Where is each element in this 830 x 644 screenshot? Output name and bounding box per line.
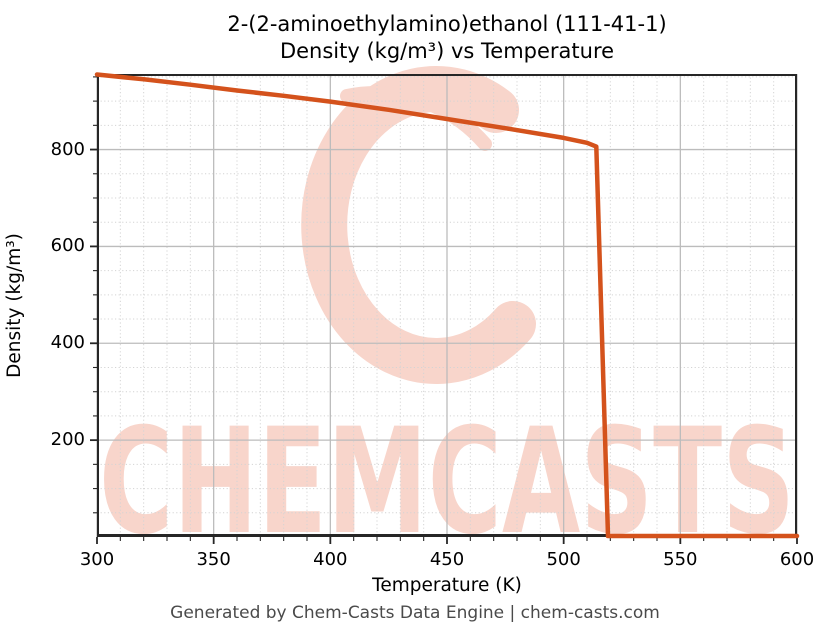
y-tick-label: 200 bbox=[50, 429, 85, 451]
x-tick-label: 400 bbox=[313, 549, 348, 570]
x-tick-label: 300 bbox=[79, 549, 115, 570]
x-tick-label: 350 bbox=[196, 549, 231, 570]
y-tick-label: 600 bbox=[50, 235, 85, 257]
plot-area: CHEMCASTS bbox=[90, 66, 800, 567]
chart-title-line1: 2-(2-aminoethylamino)ethanol (111-41-1) bbox=[227, 12, 667, 36]
x-tick-label: 600 bbox=[779, 549, 815, 570]
density-curve bbox=[94, 72, 800, 539]
chemcasts-logo-icon bbox=[301, 66, 536, 384]
plot-canvas: CHEMCASTS bbox=[90, 66, 800, 567]
y-tick-label: 800 bbox=[50, 138, 85, 160]
x-axis-label: Temperature (K) bbox=[372, 575, 522, 596]
x-tick-label: 550 bbox=[663, 549, 698, 570]
chart-title-line2: Density (kg/m³) vs Temperature bbox=[279, 39, 615, 63]
y-tick-label: 400 bbox=[50, 332, 85, 354]
chart-title: 2-(2-aminoethylamino)ethanol (111-41-1) … bbox=[97, 11, 797, 65]
x-tick-label: 500 bbox=[546, 549, 581, 570]
footer-credit: Generated by Chem-Casts Data Engine | ch… bbox=[170, 603, 660, 623]
x-tick-label: 450 bbox=[429, 549, 465, 570]
